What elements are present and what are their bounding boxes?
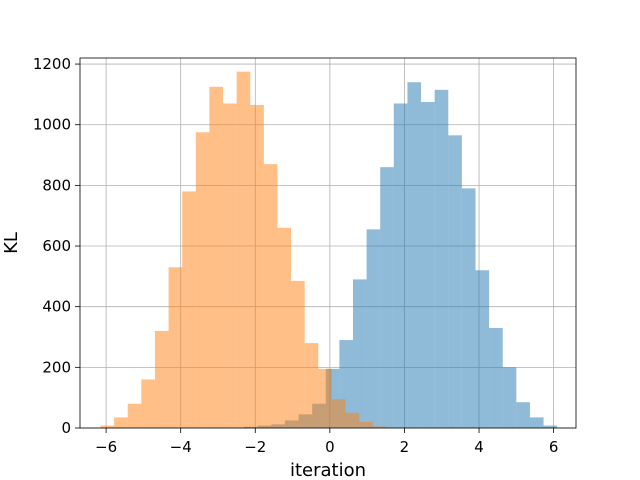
histogram-bar-series-1 [475, 270, 490, 428]
histogram-bar-series-1 [380, 167, 394, 428]
histogram-bar-series-2 [182, 191, 196, 428]
histogram-bar-series-2 [359, 421, 373, 428]
histogram-bar-series-1 [461, 188, 476, 428]
histogram-bar-series-1 [393, 103, 408, 428]
x-axis-label: iteration [290, 460, 366, 480]
histogram-bar-series-2 [277, 227, 292, 428]
y-tick-label: 0 [61, 419, 71, 437]
y-tick-label: 800 [42, 176, 71, 194]
histogram-bar-series-2 [100, 425, 115, 428]
histogram-bar-series-1 [502, 367, 517, 428]
histogram-bar-series-1 [543, 425, 558, 428]
x-tick-label: 6 [549, 438, 559, 456]
histogram-bars [100, 71, 558, 429]
histogram-bar-series-2 [209, 86, 224, 429]
histogram-bar-series-2 [263, 164, 278, 429]
histogram-bar-series-2 [345, 412, 360, 428]
x-tick-label: −6 [95, 438, 117, 456]
histogram-bar-series-2 [154, 330, 169, 428]
x-tick-label: −2 [244, 438, 266, 456]
histogram-bar-series-1 [434, 89, 449, 428]
y-tick-label: 1000 [33, 116, 71, 134]
y-tick-label: 200 [42, 358, 71, 376]
histogram-bar-series-1 [489, 327, 503, 428]
x-tick-label: 0 [325, 438, 335, 456]
histogram-bar-series-1 [448, 135, 462, 428]
histogram-bar-series-2 [250, 105, 264, 429]
y-axis-label: KL [1, 232, 22, 254]
histogram-bar-series-1 [366, 229, 381, 428]
histogram-bar-series-2 [195, 132, 210, 428]
x-tick-label: 2 [400, 438, 410, 456]
histogram-bar-series-2 [331, 399, 346, 428]
histogram-bar-series-2 [223, 103, 237, 428]
histogram-bar-series-2 [114, 417, 128, 428]
histogram-bar-series-2 [304, 343, 319, 428]
histogram-bar-series-1 [529, 417, 544, 428]
histogram-bar-series-2 [141, 379, 155, 428]
x-tick-label: −4 [170, 438, 192, 456]
y-tick-label: 400 [42, 298, 71, 316]
histogram-bar-series-2 [318, 368, 332, 428]
histogram-bar-series-1 [516, 402, 530, 428]
histogram-bar-series-1 [352, 279, 367, 428]
histogram-bar-series-2 [291, 280, 305, 428]
y-tick-label: 1200 [33, 55, 71, 73]
axis-ticks: −6 −4 −2 0 2 4 6 0 200 400 600 800 1000 1200 [33, 55, 559, 456]
histogram-bar-series-1 [407, 82, 422, 428]
histogram-bar-series-2 [372, 426, 387, 428]
histogram-bar-series-2 [168, 267, 183, 428]
plot-frame [79, 57, 577, 429]
histogram-bar-series-2 [236, 71, 251, 429]
histogram-bar-series-1 [421, 101, 435, 429]
histogram-bar-series-2 [127, 403, 142, 428]
y-tick-label: 600 [42, 237, 71, 255]
x-tick-label: 4 [474, 438, 484, 456]
